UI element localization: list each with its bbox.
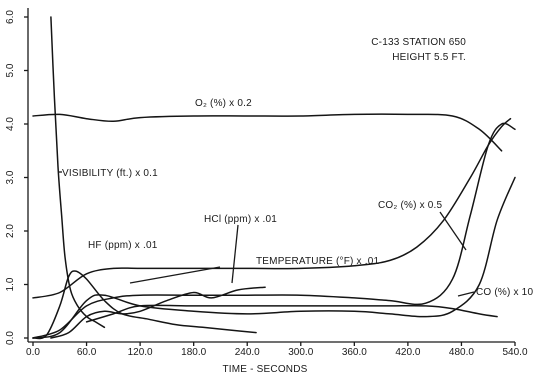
series-line-4 [32,117,512,299]
x-tick-label: 60.0 [77,347,97,358]
label-visibility: VISIBILITY (ft.) x 0.1 [62,168,158,179]
x-ticks: 0.0 60.0 120.0 180.0 240.0 300.0 360.0 420.0 480… [26,342,528,358]
series-line-7 [85,304,498,323]
label-o2: O₂ (%) x 0.2 [195,98,252,109]
chart-subtitle: HEIGHT 5.5 FT. [392,52,466,63]
y-tick-label: 1.0 [5,277,16,291]
chart-title: C-133 STATION 650 [371,37,466,48]
x-tick-label: 420.0 [395,347,420,358]
leader-temperature [129,266,221,284]
x-tick-label: 240.0 [235,347,260,358]
x-tick-label: 540.0 [502,347,527,358]
label-hf: HF (ppm) x .01 [88,240,158,251]
series-line-0 [32,113,503,152]
axes [27,8,515,343]
label-hcl: HCl (ppm) x .01 [204,214,277,225]
x-tick-label: 180.0 [181,347,206,358]
leader-hcl [231,224,239,284]
label-co2: CO₂ (%) x 0.5 [378,200,443,211]
leader-co [457,291,475,297]
series-lines [32,16,516,340]
y-tick-label: 6.0 [5,10,16,24]
leader-co2 [439,211,467,251]
series-line-2 [32,270,257,340]
y-ticks: 0.0 1.0 2.0 3.0 4.0 5.0 6.0 [5,10,28,345]
series-line-1 [50,16,106,329]
y-tick-label: 5.0 [5,63,16,77]
label-temperature: TEMPERATURE (°F) x .01 [256,256,379,267]
series-line-5 [32,122,516,339]
x-tick-label: 0.0 [26,347,40,358]
x-tick-label: 120.0 [128,347,153,358]
y-tick-label: 3.0 [5,170,16,184]
series-line-6 [32,176,516,339]
x-axis-label: TIME - SECONDS [222,364,307,375]
label-co: CO (%) x 10 [476,287,533,298]
x-tick-label: 300.0 [288,347,313,358]
x-tick-label: 480.0 [449,347,474,358]
y-tick-label: 2.0 [5,224,16,238]
y-tick-label: 4.0 [5,117,16,131]
y-tick-label: 0.0 [5,331,16,345]
series-line-3 [50,286,266,339]
x-tick-label: 360.0 [342,347,367,358]
